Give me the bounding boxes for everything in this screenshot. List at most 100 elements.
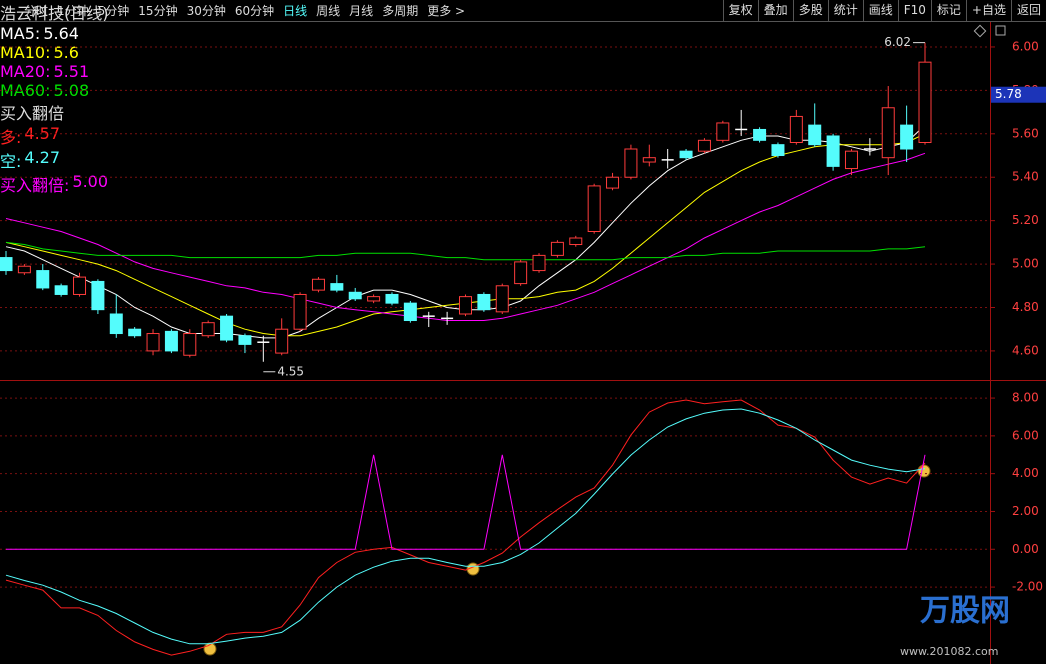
legend-item: MA20: 5.51 — [0, 62, 1046, 81]
legend-name: 多: — [0, 128, 22, 147]
tool-button[interactable]: +自选 — [965, 0, 1011, 21]
candle-body — [550, 241, 564, 256]
candle-body — [587, 185, 601, 233]
tool-button[interactable]: 多股 — [792, 0, 828, 21]
y-tick-label: 5.00 — [1012, 257, 1039, 271]
legend-title: 买入翻倍 — [0, 104, 65, 123]
period-tab[interactable]: 日线 — [283, 4, 308, 18]
money-bag-icon — [917, 464, 931, 478]
toolbar: 分时 1分钟 5分钟 15分钟 30分钟 60分钟 日线 周线 月线 多周期 更多 > 复权 叠加 多股统… — [0, 0, 1046, 22]
period-tab[interactable]: 更多 > — [427, 4, 466, 18]
tool-button[interactable]: 统计 — [827, 0, 863, 21]
y-tick-label: 5.60 — [1012, 126, 1039, 140]
candle-body — [403, 302, 417, 322]
candle-body — [220, 315, 234, 341]
y-tick-label: -2.00 — [1012, 580, 1043, 594]
y-tick-label: 4.00 — [1012, 466, 1039, 480]
price-marker-label: 5.78 — [995, 87, 1022, 101]
candle-body — [881, 107, 895, 159]
candle-body — [569, 237, 583, 246]
candle-body — [164, 330, 178, 352]
indicator-line — [5, 241, 926, 261]
legend-name: MA20: — [0, 62, 51, 81]
y-tick-label: 8.00 — [1012, 391, 1039, 405]
tool-button[interactable]: 返回 — [1010, 0, 1046, 21]
candle-body — [54, 285, 68, 295]
candle-body — [183, 333, 197, 356]
candle-body — [146, 333, 160, 352]
indicator-line — [6, 454, 926, 550]
signal-icons — [203, 464, 931, 656]
legend-item: 空: 4.27 — [0, 148, 1046, 172]
candle-body — [679, 150, 693, 159]
price-marker-box — [991, 86, 1046, 103]
period-tab[interactable]: 分时 — [24, 4, 49, 18]
candle-body — [73, 276, 87, 295]
period-tab[interactable]: 60分钟 — [234, 4, 275, 18]
diamond-icon — [973, 24, 987, 38]
candle-body — [495, 285, 509, 313]
period-tab[interactable]: 5分钟 — [97, 4, 130, 18]
period-tab[interactable]: 周线 — [316, 4, 341, 18]
candle-body — [459, 296, 472, 315]
candle-body — [808, 124, 822, 146]
y-tick-label: 2.00 — [1012, 504, 1039, 518]
candle-body — [367, 296, 381, 302]
candle-body — [900, 124, 914, 150]
candle-body — [642, 157, 656, 163]
candle-body — [0, 257, 13, 272]
legend-value: 5.51 — [53, 62, 90, 81]
tool-button[interactable]: 画线 — [862, 0, 898, 21]
tool-button[interactable]: F10 — [897, 0, 931, 21]
candle-body — [514, 261, 528, 285]
low-annotation: 4.55 — [277, 364, 304, 378]
legend-name: 空: — [0, 152, 22, 171]
indicator-line — [5, 408, 926, 645]
candle-body — [771, 144, 785, 157]
legend-name: MA10: — [0, 43, 51, 62]
legend-name: 买入翻倍: — [0, 176, 70, 195]
y-tick-label: 6.00 — [1012, 428, 1039, 442]
candle-body — [293, 293, 307, 330]
watermark-brand: 万股网 — [920, 594, 1010, 629]
candle-body — [238, 335, 252, 345]
tool-button[interactable]: 叠加 — [757, 0, 793, 21]
box-icon — [995, 25, 1006, 36]
legend-value: 5.64 — [43, 24, 79, 43]
y-tick-label: 5.20 — [1012, 213, 1039, 227]
period-tab[interactable]: 月线 — [349, 4, 374, 18]
candle-body — [789, 115, 803, 143]
y-tick-label: 0.00 — [1012, 542, 1039, 556]
candle-body — [311, 278, 325, 291]
legend-name: MA5: — [0, 24, 41, 43]
candle-body — [348, 291, 362, 300]
y-tick-label: 5.40 — [1012, 170, 1039, 184]
legend-value: 4.27 — [24, 148, 61, 167]
period-tab[interactable]: 30分钟 — [186, 4, 226, 18]
candle-body — [532, 254, 546, 272]
candle-body — [109, 313, 123, 335]
candle-body — [624, 148, 638, 178]
candle-body — [844, 150, 858, 170]
candle-body — [201, 322, 215, 337]
period-tab[interactable]: 多周期 — [382, 4, 419, 18]
candle-body — [36, 270, 50, 289]
candle-body — [826, 135, 840, 167]
period-tab[interactable]: 15分钟 — [138, 4, 178, 18]
tool-button[interactable]: 标记 — [930, 0, 966, 21]
period-tab[interactable]: 1分钟 — [57, 4, 89, 18]
candle-body — [17, 265, 31, 274]
candle-body — [918, 61, 932, 143]
y-tick-label: 4.80 — [1012, 300, 1039, 314]
legend: 浩云科技(日线) MA5: 5.64 MA10: 5.6 MA20: 5.51 MA60: 5.… — [0, 0, 1046, 100]
y-tick-label: 4.60 — [1012, 343, 1039, 357]
tool-button[interactable]: 复权 — [722, 0, 758, 21]
candle-body — [477, 293, 491, 311]
candle-body — [275, 328, 289, 354]
legend-item: MA10: 5.6 — [0, 43, 1046, 62]
candle-body — [753, 128, 767, 141]
candle-body — [716, 122, 730, 141]
legend-value: 4.57 — [24, 124, 61, 143]
